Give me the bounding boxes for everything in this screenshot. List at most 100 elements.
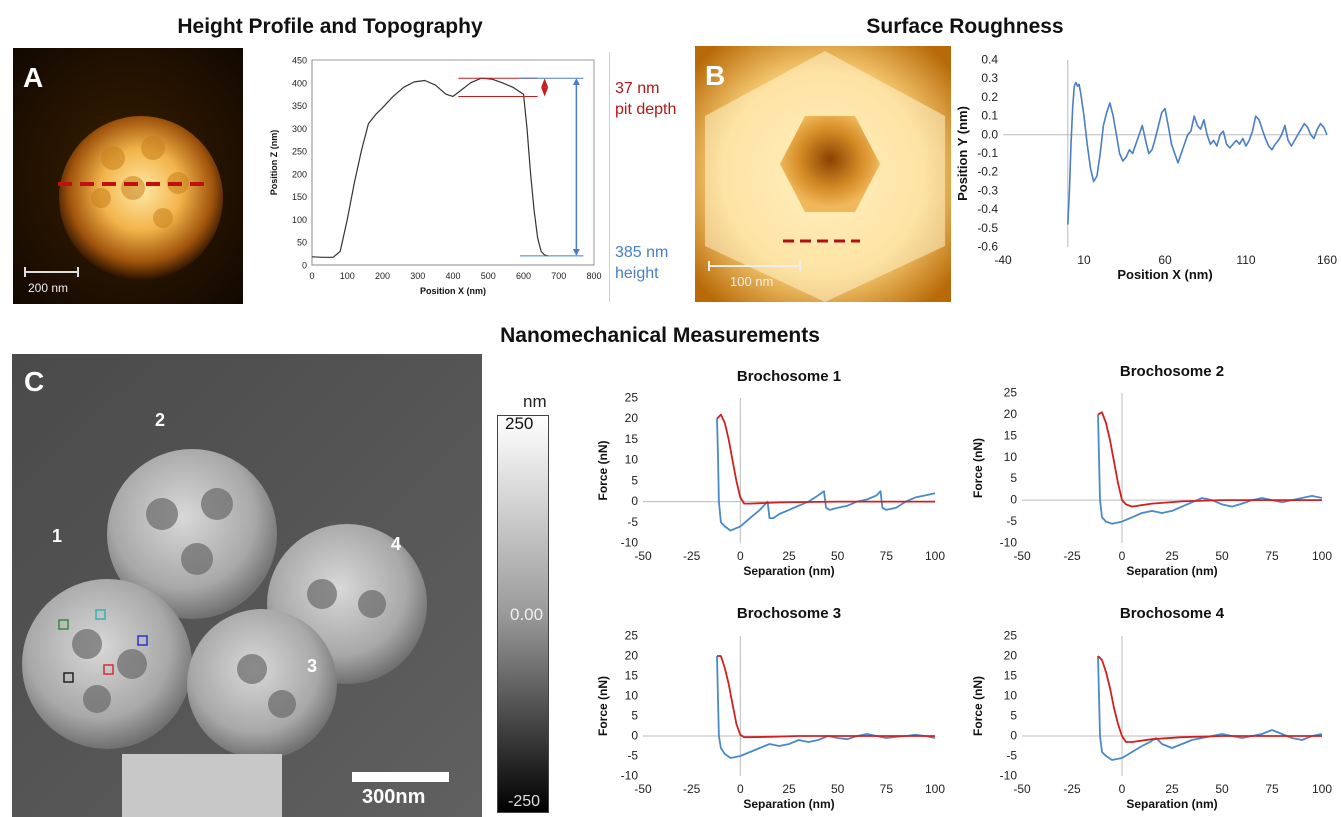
y-axis-label: Force (nN): [596, 440, 610, 500]
y-tick-label: 300: [292, 124, 307, 134]
x-tick-label: -50: [634, 549, 652, 563]
y-tick-label: 15: [1004, 669, 1018, 683]
y-tick-label: 5: [631, 709, 638, 723]
chart-title: Brochosome 3: [737, 605, 841, 622]
height-arrow-down: [572, 249, 580, 256]
y-tick-label: 10: [1004, 689, 1018, 703]
series-line: [716, 413, 935, 505]
x-tick-label: -25: [683, 549, 701, 563]
panel-c-topography: [12, 354, 482, 817]
y-tick-label: -10: [621, 536, 639, 550]
panel-b-topography: [695, 46, 951, 302]
colorbar-unit: nm: [523, 392, 547, 411]
y-tick-label: 450: [292, 56, 307, 66]
y-tick-label: -10: [1000, 536, 1018, 550]
y-tick-label: 0.3: [981, 71, 998, 85]
x-axis-label: Separation (nm): [1126, 564, 1217, 578]
y-tick-label: 0: [302, 261, 307, 271]
x-tick-label: 75: [1265, 549, 1279, 563]
brochosome-label-1: 1: [52, 526, 63, 546]
pit-depth-label: pit depth: [615, 101, 677, 118]
series-line: [716, 418, 936, 532]
series-line: [1097, 411, 1322, 508]
brochosome-label-3: 3: [307, 656, 318, 676]
brochosome-label-2: 2: [155, 410, 166, 430]
x-tick-label: 0: [737, 782, 744, 796]
x-tick-label: 75: [1265, 782, 1279, 796]
x-tick-label: 25: [1165, 549, 1179, 563]
roi-marker: [103, 664, 114, 675]
y-tick-label: 200: [292, 169, 307, 179]
x-tick-label: 25: [1165, 782, 1179, 796]
height-profile-chart: 0 50 100 150 200 250 300 350 400 450 0 100 200 300 400…: [269, 56, 602, 297]
y-tick-label: 20: [1004, 407, 1018, 421]
x-tick-label: 100: [1312, 782, 1332, 796]
y-axis-label: Force (nN): [596, 676, 610, 736]
pit-arrow-down: [541, 87, 549, 97]
y-tick-label: 0.4: [981, 53, 998, 67]
x-tick-label: 100: [925, 549, 945, 563]
pit-arrow-up: [541, 78, 549, 88]
x-tick-label: -50: [1013, 549, 1031, 563]
x-tick-label: 300: [410, 271, 425, 281]
y-tick-label: 50: [297, 238, 307, 248]
x-tick-label: 0: [737, 549, 744, 563]
x-tick-label: 0: [1119, 549, 1126, 563]
section-title-surface-roughness: Surface Roughness: [866, 15, 1064, 38]
x-tick-label: 100: [340, 271, 355, 281]
x-tick-label: -50: [1013, 782, 1031, 796]
y-tick-label: 100: [292, 215, 307, 225]
x-tick-label: 400: [445, 271, 460, 281]
x-axis-label: Separation (nm): [743, 564, 834, 578]
x-tick-label: -40: [994, 253, 1012, 267]
series-line: [716, 655, 936, 759]
x-axis-label: Separation (nm): [1126, 797, 1217, 811]
x-tick-label: -25: [1063, 782, 1081, 796]
y-tick-label: -10: [621, 769, 639, 783]
y-tick-label: -0.2: [977, 165, 998, 179]
colorbar-min: -250: [508, 793, 541, 810]
y-tick-label: 10: [625, 453, 639, 467]
panel-b-profile-line: [708, 239, 860, 271]
y-tick-label: 0.1: [981, 109, 998, 123]
y-tick-label: 25: [1004, 629, 1018, 643]
x-tick-label: -25: [683, 782, 701, 796]
y-tick-label: -0.5: [977, 221, 998, 235]
panel-b-scale-label: 100 nm: [730, 274, 774, 289]
brochosome-label-4: 4: [391, 534, 402, 554]
y-tick-label: -0.6: [977, 240, 998, 254]
y-tick-label: 15: [625, 669, 639, 683]
series-line: [717, 655, 935, 739]
x-tick-label: -25: [1063, 549, 1081, 563]
roi-marker: [137, 635, 148, 646]
y-axis-label: Position Z (nm): [269, 130, 279, 196]
y-tick-label: 15: [1004, 428, 1018, 442]
y-tick-label: -0.4: [977, 202, 998, 216]
y-tick-label: 20: [1004, 649, 1018, 663]
chart-title: Brochosome 2: [1120, 363, 1224, 380]
chart-title: Brochosome 1: [737, 368, 841, 385]
y-axis-label: Force (nN): [971, 438, 985, 498]
y-tick-label: 25: [625, 391, 639, 405]
x-tick-label: 25: [782, 549, 796, 563]
roi-marker: [58, 619, 69, 630]
series-line: [1097, 655, 1323, 761]
y-tick-label: -10: [1000, 769, 1018, 783]
x-tick-label: 100: [1312, 549, 1332, 563]
y-axis-label: Position Y (nm): [955, 106, 970, 201]
x-tick-label: -50: [634, 782, 652, 796]
y-axis-label: Force (nN): [971, 676, 985, 736]
y-tick-label: 10: [625, 689, 639, 703]
panel-b-afm-image: B 100 nm: [695, 46, 951, 302]
x-tick-label: 50: [831, 782, 845, 796]
y-tick-label: 250: [292, 147, 307, 157]
x-tick-label: 75: [880, 782, 894, 796]
x-axis-label: Position X (nm): [1117, 267, 1212, 282]
panel-c-scale-label: 300nm: [362, 786, 426, 808]
panel-a-afm-image: A 200 nm: [13, 48, 243, 304]
chart-title: Brochosome 4: [1120, 605, 1225, 622]
colorbar: [497, 415, 549, 813]
x-tick-label: 25: [782, 782, 796, 796]
plot-frame: [311, 59, 595, 266]
panel-a-topography: [13, 48, 243, 304]
